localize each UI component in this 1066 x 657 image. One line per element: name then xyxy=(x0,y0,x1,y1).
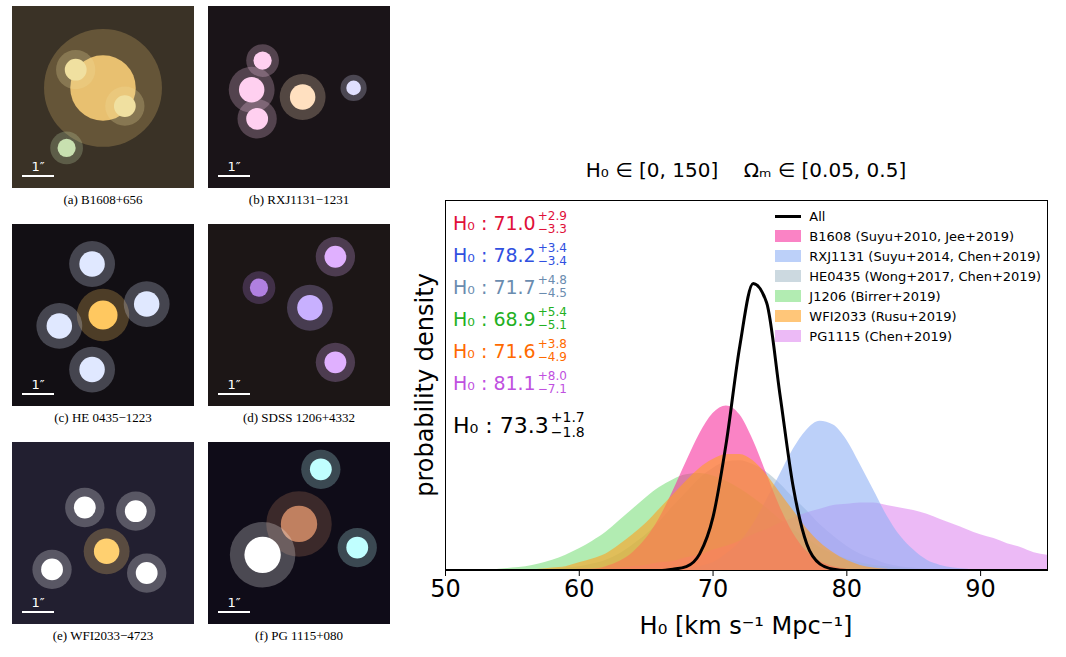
html-text:H₀ : 71.6+3.8: H₀ : 71.6+3.8 xyxy=(453,337,567,362)
svg-text:1″: 1″ xyxy=(31,159,44,174)
svg-text:50: 50 xyxy=(430,575,461,603)
html-text:−1.8: −1.8 xyxy=(550,424,585,440)
html-text:(f) PG 1115+080: (f) PG 1115+080 xyxy=(255,628,343,643)
html-text:H₀ : 81.1+8.0: H₀ : 81.1+8.0 xyxy=(453,369,567,394)
svg-text:80: 80 xyxy=(832,575,863,603)
html-text:H₀ : 71.0+2.9: H₀ : 71.0+2.9 xyxy=(453,209,567,234)
html-text:J1206 (Birrer+2019): J1206 (Birrer+2019) xyxy=(809,288,941,304)
html-text:H₀ : 68.9+5.4: H₀ : 68.9+5.4 xyxy=(453,305,567,330)
html-text:(b) RXJ1131−1231: (b) RXJ1131−1231 xyxy=(248,192,350,207)
html-text:H₀ : 78.2+3.4: H₀ : 78.2+3.4 xyxy=(453,241,567,266)
html-text:PG1115 (Chen+2019): PG1115 (Chen+2019) xyxy=(809,328,953,344)
html-text:H₀ [km s⁻¹ Mpc⁻¹]: H₀ [km s⁻¹ Mpc⁻¹] xyxy=(639,612,853,640)
html-text:All: All xyxy=(809,208,826,224)
svg-text:1″: 1″ xyxy=(227,159,240,174)
html-text:HE0435 (Wong+2017, Chen+2019): HE0435 (Wong+2017, Chen+2019) xyxy=(809,268,1041,284)
html-text:WFI2033 (Rusu+2019): WFI2033 (Rusu+2019) xyxy=(809,308,957,324)
html-text:H₀ ∈ [0, 150] Ωₘ ∈ [0.05, 0.5]: H₀ ∈ [0, 150] Ωₘ ∈ [0.05, 0.5] xyxy=(585,158,907,182)
svg-text:90: 90 xyxy=(965,575,996,603)
svg-text:70: 70 xyxy=(698,575,729,603)
html-text:−4.9: −4.9 xyxy=(537,350,567,364)
html-text:(a) B1608+656: (a) B1608+656 xyxy=(63,192,143,207)
html-text:H₀ : 73.3+1.7: H₀ : 73.3+1.7 xyxy=(453,409,585,438)
svg-text:1″: 1″ xyxy=(227,377,240,392)
html-text:B1608 (Suyu+2010, Jee+2019): B1608 (Suyu+2010, Jee+2019) xyxy=(809,228,1015,244)
html-text:−7.1: −7.1 xyxy=(537,382,567,396)
svg-text:1″: 1″ xyxy=(31,595,44,610)
html-text:(d) SDSS 1206+4332: (d) SDSS 1206+4332 xyxy=(243,410,355,425)
html-text:−4.5: −4.5 xyxy=(537,286,567,300)
html-text:H₀ : 71.7+4.8: H₀ : 71.7+4.8 xyxy=(453,273,567,298)
svg-text:1″: 1″ xyxy=(227,595,240,610)
html-text:−3.3: −3.3 xyxy=(537,222,567,236)
html-text:(e) WFI2033−4723: (e) WFI2033−4723 xyxy=(52,628,154,643)
svg-text:1″: 1″ xyxy=(31,377,44,392)
html-text:probability density: probability density xyxy=(411,273,439,497)
html-text:−3.4: −3.4 xyxy=(537,254,567,268)
html-text:RXJ1131 (Suyu+2014, Chen+2019): RXJ1131 (Suyu+2014, Chen+2019) xyxy=(809,248,1041,264)
html-text:(c) HE 0435−1223: (c) HE 0435−1223 xyxy=(54,410,152,425)
svg-text:60: 60 xyxy=(564,575,595,603)
html-text:−5.1: −5.1 xyxy=(537,318,567,332)
